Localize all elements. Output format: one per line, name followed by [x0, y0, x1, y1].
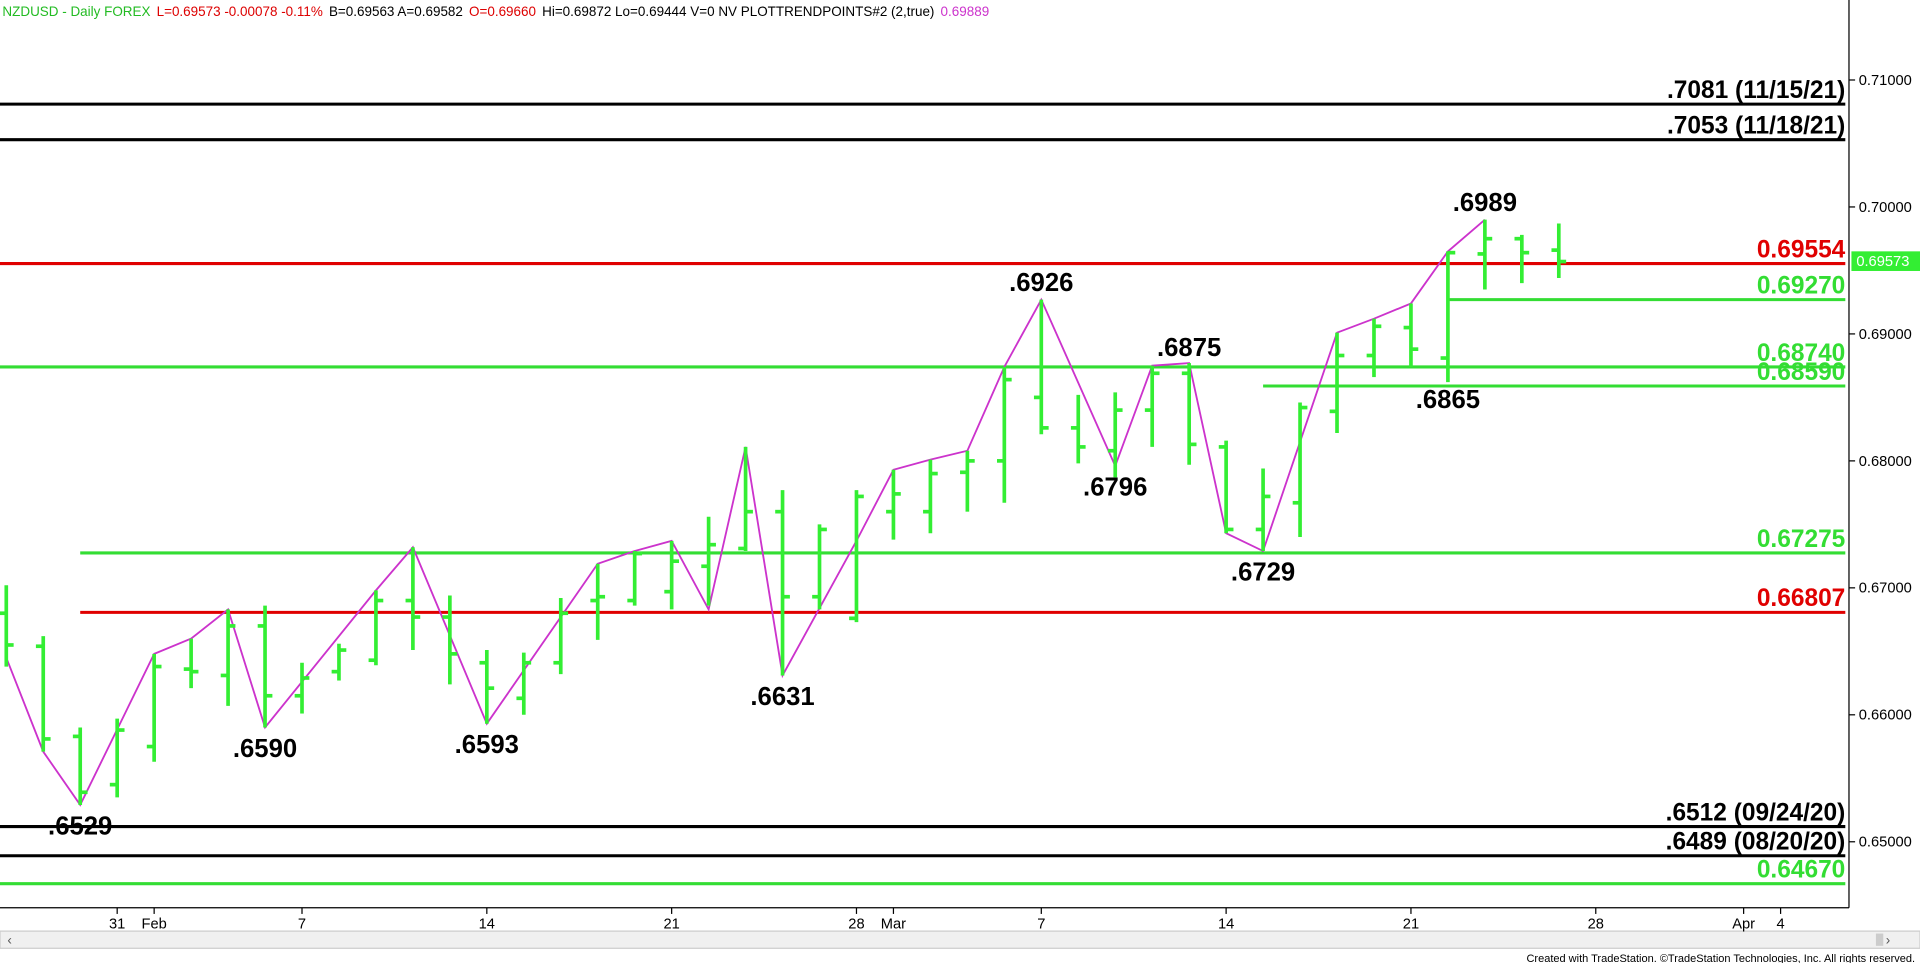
- header: NZDUSD - Daily FOREX L=0.69573 -0.00078 -…: [2, 4, 989, 19]
- swing-label: .6989: [1453, 189, 1517, 217]
- level-label: 0.64670: [1757, 857, 1845, 884]
- footer: Created with TradeStation. ©TradeStation…: [1526, 953, 1915, 963]
- swing-label: .6926: [1009, 269, 1073, 297]
- y-tick-label: 0.68000: [1859, 454, 1912, 470]
- x-tick-label: Mar: [881, 917, 906, 933]
- header-item: Hi=0.69872 Lo=0.69444 V=0 NV PLOTTRENDPO…: [542, 4, 934, 19]
- x-tick-label: 14: [1218, 917, 1234, 933]
- swing-label: .6875: [1157, 334, 1221, 362]
- scroll-thumb[interactable]: [1875, 933, 1884, 946]
- level-label: .6489 (08/20/20): [1666, 829, 1846, 856]
- swing-label: .6729: [1231, 558, 1295, 586]
- x-tick-label: Apr: [1732, 917, 1755, 933]
- y-tick-label: 0.67000: [1859, 581, 1912, 597]
- swing-label: .6593: [455, 731, 519, 759]
- level-label: 0.66807: [1757, 585, 1845, 612]
- swing-label: .6631: [750, 683, 814, 711]
- x-tick-label: Feb: [141, 917, 166, 933]
- level-label: .7081 (11/15/21): [1667, 77, 1845, 104]
- header-item: 0.69889: [941, 4, 990, 19]
- y-tick-label: 0.70000: [1859, 200, 1912, 216]
- header-item: B=0.69563 A=0.69582: [329, 4, 463, 19]
- last-price-label: 0.69573: [1856, 254, 1909, 270]
- x-tick-label: 31: [109, 917, 125, 933]
- last-price-box: [1851, 251, 1920, 271]
- x-tick-label: 4: [1777, 917, 1785, 933]
- swing-label: .6529: [48, 812, 112, 840]
- header-item: NZDUSD - Daily FOREX: [2, 4, 150, 19]
- level-label: .7053 (11/18/21): [1667, 113, 1845, 140]
- level-label: 0.69554: [1757, 236, 1846, 263]
- scrollbar[interactable]: [0, 930, 1920, 949]
- scroll-right[interactable]: ›: [1886, 933, 1890, 948]
- swing-label: .6865: [1416, 386, 1480, 414]
- level-label: 0.68590: [1757, 359, 1845, 386]
- header-item: O=0.69660: [469, 4, 536, 19]
- scroll-left[interactable]: ‹: [7, 933, 11, 948]
- level-label: 0.67275: [1757, 526, 1845, 553]
- x-tick-label: 7: [1037, 917, 1045, 933]
- level-label: 0.69270: [1757, 272, 1845, 299]
- level-label: .6512 (09/24/20): [1666, 799, 1846, 826]
- swing-label: .6590: [233, 735, 297, 763]
- x-tick-label: 21: [1403, 917, 1419, 933]
- swing-label: .6796: [1083, 473, 1147, 501]
- y-tick-label: 0.65000: [1859, 835, 1912, 851]
- y-tick-label: 0.69000: [1859, 327, 1912, 343]
- y-tick-label: 0.66000: [1859, 708, 1912, 724]
- x-tick-label: 28: [1588, 917, 1604, 933]
- level-label: 0.68740: [1757, 340, 1845, 367]
- x-tick-label: 7: [298, 917, 306, 933]
- x-tick-label: 28: [848, 917, 864, 933]
- y-tick-label: 0.71000: [1859, 73, 1912, 89]
- header-item: L=0.69573 -0.00078 -0.11%: [157, 4, 323, 19]
- x-tick-label: 14: [479, 917, 495, 933]
- x-tick-label: 21: [663, 917, 679, 933]
